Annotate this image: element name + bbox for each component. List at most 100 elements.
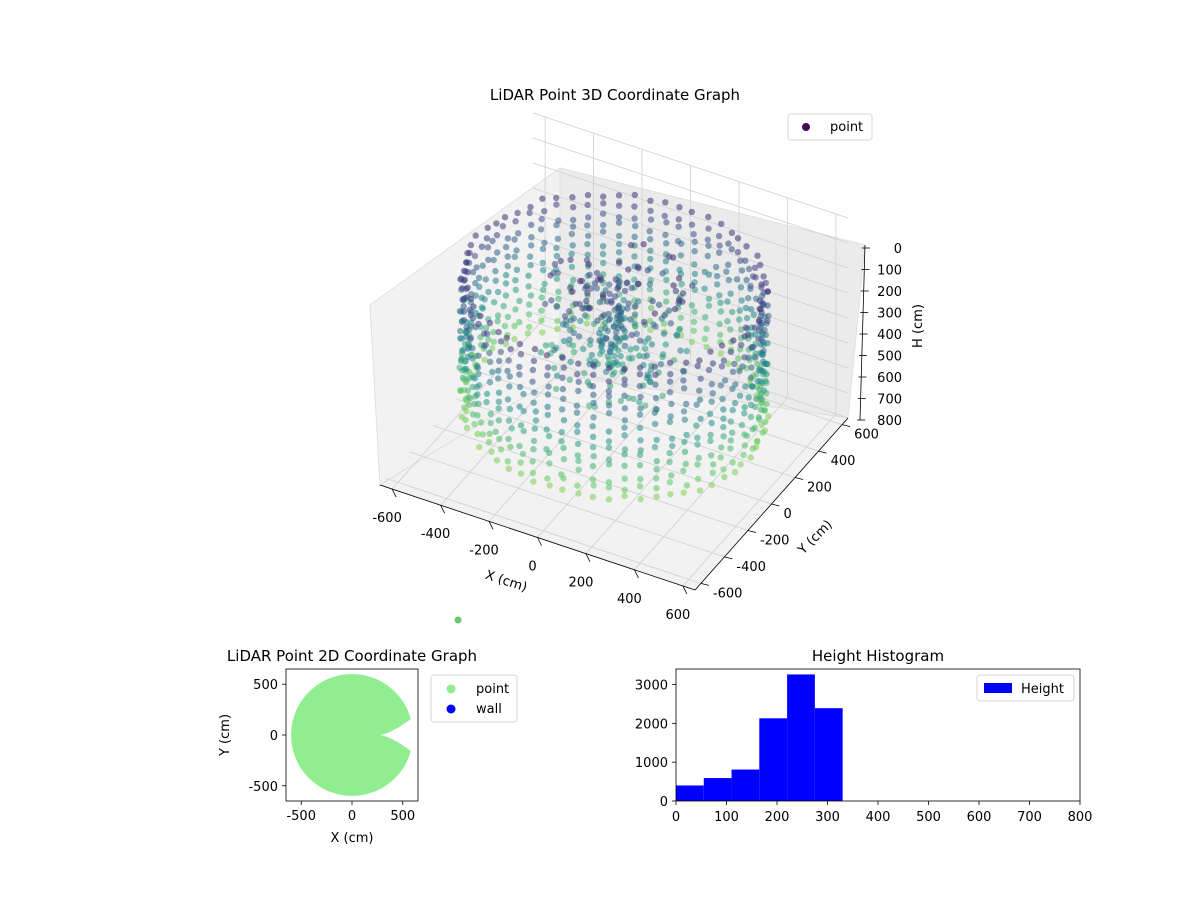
point-3d [721,377,729,384]
point-3d [555,217,562,224]
z-tick-label-3d: 200 [877,285,902,300]
point-3d [460,308,468,315]
point-3d [463,259,470,266]
point-3d [748,383,756,390]
z-tick-label-3d: 800 [877,414,902,429]
point-3d [720,357,728,364]
point-3d [621,365,628,373]
point-3d [751,324,759,331]
point-3d [464,353,471,360]
point-3d [748,364,755,371]
point-3d [546,482,553,489]
point-3d [727,326,734,333]
point-3d [747,454,754,461]
point-3d [553,385,560,393]
point-3d [625,266,632,273]
point-3d [507,346,514,353]
point-3d [676,325,684,333]
x-tick-label-2d: 500 [390,809,415,824]
hist-x-tick-label: 0 [672,810,680,825]
point-3d [569,342,577,349]
point-3d [631,233,638,240]
point-3d [694,434,701,441]
point-3d [717,350,725,357]
point-3d [653,475,660,482]
point-3d [662,258,670,265]
point-3d [511,335,518,343]
point-3d [569,223,577,230]
point-3d [738,421,746,429]
point-3d [537,349,544,356]
point-3d [737,284,745,291]
point-3d [662,199,669,206]
z-tick-label-3d: 500 [877,350,902,365]
point-3d [732,381,739,388]
point-3d [701,335,709,342]
point-3d [605,496,613,503]
point-3d [688,208,695,216]
point-3d [617,353,624,360]
point-3d [646,281,654,288]
point-3d [504,396,512,403]
point-3d [747,413,755,421]
z-axis-3d [859,244,866,421]
point-3d [555,288,562,295]
histogram-bar [731,769,760,801]
point-3d [605,378,613,385]
point-3d [663,276,670,284]
point-3d [605,364,613,372]
point-3d [551,260,559,268]
point-3d [680,467,687,474]
point-3d [708,419,715,427]
y-tick-3d [724,556,733,560]
point-3d [464,249,471,257]
x-tick-label-3d: 200 [569,576,594,591]
x-axis-2d-label: X (cm) [331,831,374,846]
point-3d [542,342,550,349]
point-3d [663,289,670,296]
point-3d [625,300,632,307]
scatter-2d-point-disk [291,674,411,796]
point-3d [741,333,748,340]
point-3d [621,424,628,431]
point-3d [605,402,613,409]
point-3d [757,406,765,413]
point-3d [560,444,567,452]
point-3d [709,360,717,367]
point-3d [663,219,670,226]
point-3d [648,341,655,348]
point-3d [642,345,649,352]
point-3d [502,280,510,287]
point-3d [594,317,601,324]
point-3d [558,471,565,478]
point-3d [460,303,467,310]
point-3d [615,232,623,240]
point-3d [631,191,638,199]
point-3d [643,352,651,359]
point-3d [681,385,688,392]
point-3d [742,304,750,312]
point-3d [562,321,570,329]
point-3d [756,305,763,313]
point-3d [733,276,741,283]
point-3d [611,352,618,360]
point-3d [464,284,471,291]
point-3d [568,263,576,271]
point-3d [573,409,581,416]
point-3d [574,482,581,489]
point-3d [605,484,613,491]
z-tick-label-3d: 400 [877,328,902,343]
point-3d [605,316,613,324]
point-3d [575,466,582,473]
hist-x-tick-label: 800 [1068,810,1093,825]
point-3d [555,295,562,303]
point-3d [719,395,726,403]
point-3d [561,313,569,320]
point-3d [497,338,505,345]
legend-histogram: Height [976,674,1075,702]
point-3d [464,387,471,394]
point-3d [574,370,581,378]
point-3d [505,357,512,364]
point-3d [720,466,727,473]
